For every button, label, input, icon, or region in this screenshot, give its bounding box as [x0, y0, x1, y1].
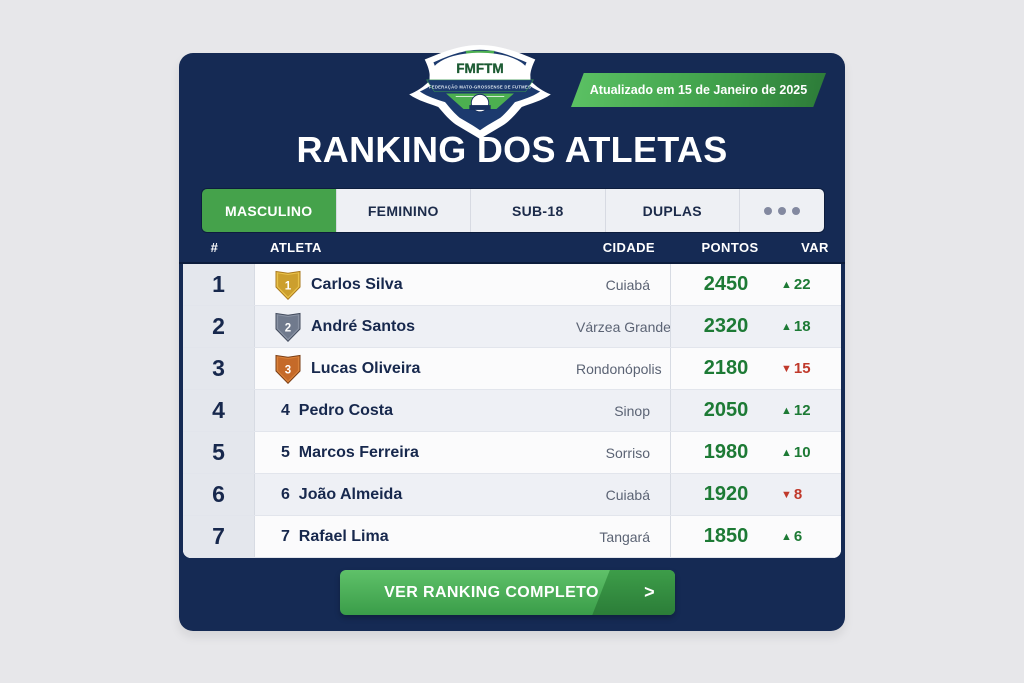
svg-text:FMFTM: FMFTM [456, 61, 504, 76]
svg-text:1: 1 [285, 280, 292, 292]
svg-text:3: 3 [285, 364, 291, 376]
svg-text:FEDERAÇÃO MATO-GROSSENSE DE FU: FEDERAÇÃO MATO-GROSSENSE DE FUTMES [429, 85, 531, 90]
svg-text:2: 2 [285, 322, 291, 334]
